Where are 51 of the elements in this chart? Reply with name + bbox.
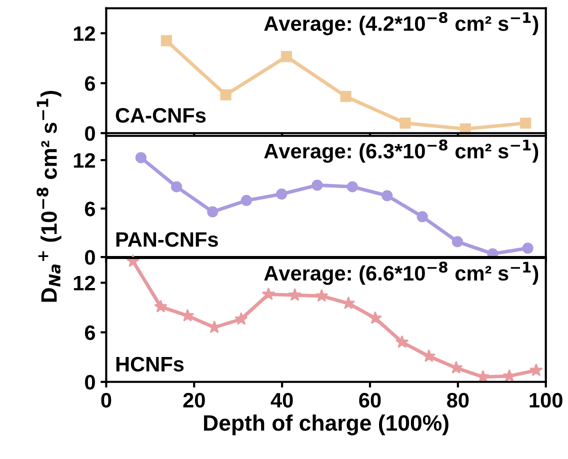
point [368,311,382,324]
x-tick-label: 40 [270,392,293,408]
annotation: Average: (4.2*10$^{−8}$ cm² s$^{−1}$) [264,12,538,36]
y-tick-label: 0 [85,126,95,141]
point [522,242,534,254]
x-tick-label: 20 [183,392,205,408]
annotation: Average: (6.6*10$^{−8}$ cm² s$^{−1}$) [264,262,538,285]
y-tick-label: 12 [74,26,95,41]
point [346,181,358,192]
point [502,369,516,382]
y-tick-label: 12 [74,153,95,168]
point [280,50,292,62]
point [240,194,252,206]
x-tick-label: 80 [446,392,469,408]
point [400,118,411,129]
point [450,360,463,374]
point [171,181,182,192]
point [395,335,409,348]
point [416,211,428,222]
y-tick-label: 0 [85,374,95,390]
point [262,287,276,300]
annotation: Average: (6.3*10$^{−8}$ cm² s$^{−1}$) [264,140,538,163]
x-tick-label: 100 [530,392,562,408]
point [288,288,302,301]
y-tick-label: 0 [85,250,95,265]
point [520,118,532,129]
point [530,363,543,376]
point [312,180,323,191]
point [135,152,147,164]
y-tick-label: 6 [84,325,96,340]
point [452,236,464,248]
x-tick-label: 60 [359,392,381,408]
y-tick-label: 12 [74,276,95,290]
x-axis-title: Depth of charge (100%) [204,414,448,436]
point [382,190,393,202]
point [340,90,352,102]
series-label: PAN-CNFs [116,232,218,247]
x-tick-label: 0 [101,392,112,408]
series-label: CA-CNFs [116,108,206,123]
point [220,89,232,100]
point [160,35,172,46]
y-axis-title: D$_{Na}$$^{+}$ (10$^{−8}$ cm² s$^{−1}$) [36,90,62,302]
point [207,206,218,218]
y-tick-label: 6 [84,202,96,216]
point [314,289,328,302]
point [234,312,248,325]
series-label: HCNFs [116,356,184,372]
point [276,188,288,200]
point [422,349,436,362]
y-tick-label: 6 [84,76,96,91]
point [154,300,168,312]
